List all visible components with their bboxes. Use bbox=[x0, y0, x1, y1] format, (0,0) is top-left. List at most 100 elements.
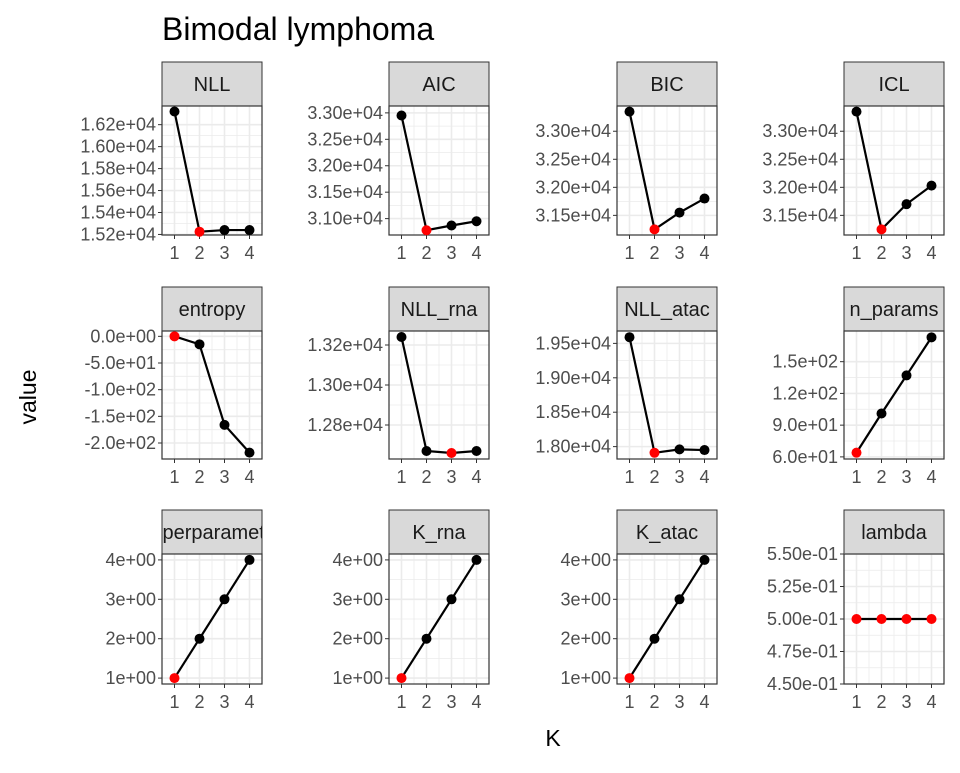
x-tick-label: 2 bbox=[194, 692, 204, 712]
data-point-selected bbox=[901, 614, 912, 624]
data-point bbox=[446, 594, 457, 605]
y-tick-label: 1.80e+04 bbox=[535, 437, 611, 457]
facet-strip-label: ICL bbox=[878, 74, 909, 96]
data-point-selected bbox=[194, 226, 205, 237]
x-tick-label: 4 bbox=[471, 692, 481, 712]
facet-strip-label: lambda bbox=[861, 522, 927, 544]
y-tick-label: 9.0e+01 bbox=[772, 415, 838, 435]
data-point-selected bbox=[421, 225, 432, 236]
series-line bbox=[174, 335, 251, 454]
y-tick-label: 3.25e+04 bbox=[535, 149, 611, 169]
y-tick-label: 2e+00 bbox=[105, 629, 156, 649]
x-tick-label: 2 bbox=[876, 467, 886, 487]
data-point bbox=[219, 594, 230, 605]
data-point-selected bbox=[876, 224, 887, 235]
series-line bbox=[173, 111, 250, 233]
facet-strip bbox=[161, 286, 263, 332]
x-tick-label: 1 bbox=[169, 692, 179, 712]
series-line bbox=[400, 336, 477, 455]
y-tick-label: 3.30e+04 bbox=[762, 121, 838, 141]
x-tick-label: 2 bbox=[876, 243, 886, 263]
data-point-selected bbox=[876, 614, 887, 624]
y-tick-label: 4e+00 bbox=[560, 550, 611, 570]
x-axis-title: K bbox=[545, 725, 561, 751]
data-point bbox=[244, 554, 255, 565]
y-tick-label: 3.25e+04 bbox=[307, 129, 383, 149]
facet-strip-label: NLL_atac bbox=[624, 299, 710, 321]
y-tick-label: 5.25e-01 bbox=[767, 577, 838, 597]
y-tick-label: 1.90e+04 bbox=[535, 368, 611, 388]
y-tick-label: 1.95e+04 bbox=[535, 333, 611, 353]
y-tick-label: 3.15e+04 bbox=[535, 205, 611, 225]
facet-strip bbox=[843, 61, 945, 107]
y-tick-label: -1.0e+02 bbox=[84, 380, 156, 400]
facet-panel-n-params: n_params 6.0e+01 9.0e+01 1.2e+02 1.5e+02 1 2 3 4 bbox=[772, 286, 945, 487]
facet-strip bbox=[388, 286, 490, 332]
panel-border bbox=[616, 105, 718, 236]
x-tick-label: 4 bbox=[926, 692, 936, 712]
panel-border bbox=[616, 553, 718, 685]
facet-strip bbox=[388, 509, 490, 555]
panel-border bbox=[388, 330, 490, 460]
x-tick-label: 3 bbox=[446, 692, 456, 712]
y-tick-label: 3e+00 bbox=[105, 589, 156, 609]
facet-strip-label: BIC bbox=[650, 74, 683, 96]
data-point bbox=[244, 225, 255, 236]
y-tick-label: 1e+00 bbox=[560, 668, 611, 688]
y-tick-label: 1.5e+02 bbox=[772, 352, 838, 372]
y-tick-label: -5.0e+01 bbox=[84, 353, 156, 373]
y-tick-label: 3.20e+04 bbox=[307, 156, 383, 176]
data-point bbox=[396, 110, 407, 121]
data-point bbox=[674, 207, 685, 218]
data-point-selected bbox=[649, 224, 660, 235]
facet-strip bbox=[616, 286, 718, 332]
facet-strip bbox=[843, 286, 945, 332]
facet-panel-icl: ICL 3.15e+04 3.20e+04 3.25e+04 3.30e+04 1 2 3 4 bbox=[762, 61, 945, 263]
data-point bbox=[471, 554, 482, 565]
x-tick-label: 3 bbox=[674, 692, 684, 712]
y-tick-label: 1.28e+04 bbox=[307, 415, 383, 435]
y-tick-label: 3.30e+04 bbox=[307, 103, 383, 123]
facet-panel-entropy: entropy -2.0e+02 -1.5e+02 -1.0e+02 -5.0e+01 0… bbox=[84, 286, 263, 487]
facet-panels: NLL 1.52e+041.54e+041.56e+041.58e+041.60e… bbox=[80, 61, 945, 712]
data-point bbox=[244, 447, 255, 458]
y-tick-label: 1.58e+04 bbox=[80, 159, 156, 179]
chart-title: Bimodal lymphoma bbox=[162, 11, 434, 47]
x-tick-label: 1 bbox=[851, 243, 861, 263]
facet-strip-label: K_rna bbox=[412, 522, 466, 544]
data-point bbox=[471, 216, 482, 227]
y-tick-label: -1.5e+02 bbox=[84, 406, 156, 426]
y-axis-title: value bbox=[15, 370, 41, 425]
data-point bbox=[169, 106, 180, 117]
data-point-selected bbox=[649, 447, 660, 458]
data-point-selected bbox=[446, 448, 457, 458]
data-point-selected bbox=[851, 447, 862, 458]
y-tick-label: 4.50e-01 bbox=[767, 674, 838, 694]
facet-panel-aic: AIC 3.10e+04 3.15e+04 3.20e+04 3.25e+04 3.30e… bbox=[307, 61, 490, 263]
x-tick-label: 2 bbox=[421, 467, 431, 487]
facet-strip bbox=[161, 509, 263, 555]
x-tick-label: 2 bbox=[194, 467, 204, 487]
data-point bbox=[901, 199, 912, 210]
x-tick-label: 2 bbox=[876, 692, 886, 712]
x-tick-label: 1 bbox=[396, 243, 406, 263]
x-tick-label: 4 bbox=[926, 467, 936, 487]
y-tick-label: 1e+00 bbox=[332, 668, 383, 688]
y-tick-label: 3.20e+04 bbox=[535, 177, 611, 197]
data-point bbox=[926, 332, 937, 343]
x-tick-label: 4 bbox=[699, 467, 709, 487]
y-tick-label: 1.30e+04 bbox=[307, 375, 383, 395]
y-tick-label: 4.75e-01 bbox=[767, 642, 838, 662]
data-point bbox=[674, 594, 685, 605]
data-point-selected bbox=[169, 331, 180, 342]
x-tick-label: 4 bbox=[244, 467, 254, 487]
y-tick-label: -2.0e+02 bbox=[84, 433, 156, 453]
data-point bbox=[421, 446, 432, 456]
panel-border bbox=[161, 553, 263, 685]
x-tick-label: 4 bbox=[699, 243, 709, 263]
y-tick-label: 5.00e-01 bbox=[767, 609, 838, 629]
x-tick-label: 2 bbox=[649, 692, 659, 712]
x-tick-label: 1 bbox=[851, 467, 861, 487]
panel-border bbox=[843, 330, 945, 460]
